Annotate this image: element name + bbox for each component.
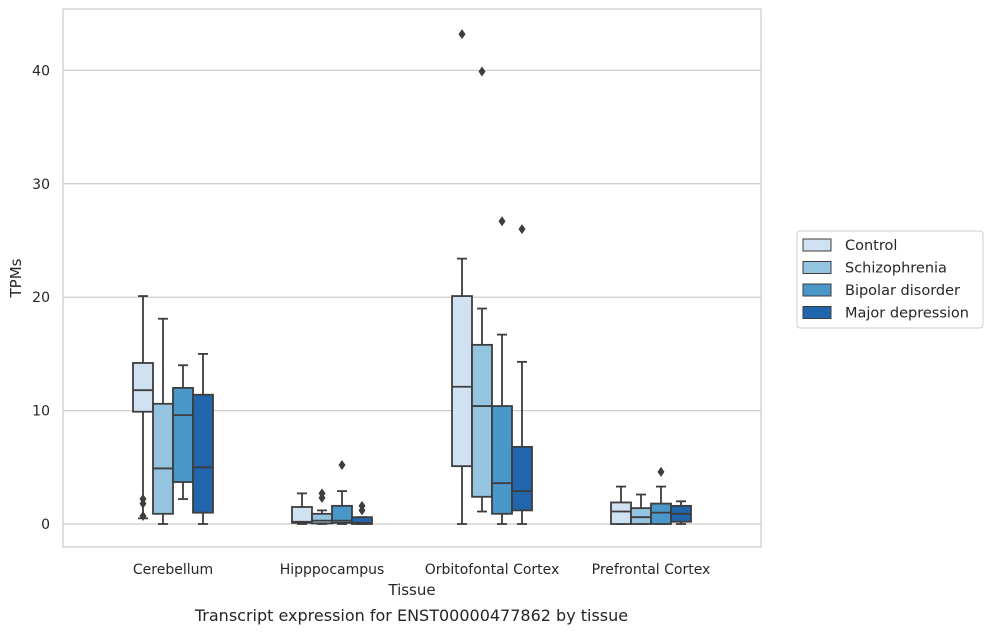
outlier-point bbox=[139, 498, 147, 509]
outlier-point bbox=[478, 66, 486, 77]
chart-caption: Transcript expression for ENST0000047786… bbox=[194, 606, 629, 625]
box-body bbox=[491, 405, 513, 515]
box-body bbox=[351, 516, 373, 525]
legend-swatch-schizophrenia bbox=[802, 261, 832, 274]
y-tick-label-30: 30 bbox=[32, 177, 50, 193]
outlier-point bbox=[358, 505, 366, 516]
box-series bbox=[132, 29, 692, 525]
box-body bbox=[451, 295, 473, 468]
legend-label-schizophrenia: Schizophrenia bbox=[845, 261, 947, 277]
box-body bbox=[331, 504, 353, 524]
box-bipolar-disorder-4 bbox=[650, 466, 672, 525]
box-schizophrenia-1 bbox=[152, 317, 174, 525]
outlier-point bbox=[498, 216, 506, 227]
x-axis-ticks: Cerebellum Hipppocampus Orbitofontal Corte… bbox=[133, 562, 710, 578]
box-body bbox=[471, 343, 493, 498]
y-axis-ticks: 0 10 20 30 40 bbox=[32, 63, 50, 533]
box-major-depression-3 bbox=[511, 224, 533, 525]
legend-label-control: Control bbox=[845, 238, 897, 254]
outlier-point bbox=[518, 224, 526, 235]
x-tick-label-prefrontal-cortex: Prefrontal Cortex bbox=[592, 562, 711, 578]
outlier-point bbox=[458, 29, 466, 40]
outlier-point bbox=[318, 492, 326, 503]
box-bipolar-disorder-1 bbox=[172, 364, 194, 500]
y-tick-label-10: 10 bbox=[32, 404, 50, 420]
box-body bbox=[192, 393, 214, 514]
box-body bbox=[650, 502, 672, 525]
box-body bbox=[511, 445, 533, 512]
box-body bbox=[630, 507, 652, 525]
box-body bbox=[152, 402, 174, 515]
box-major-depression-1 bbox=[192, 352, 214, 525]
box-body bbox=[311, 512, 333, 525]
box-body bbox=[291, 506, 313, 524]
outlier-point bbox=[657, 466, 665, 477]
x-tick-label-orbitofontal-cortex: Orbitofontal Cortex bbox=[425, 562, 560, 578]
y-tick-label-0: 0 bbox=[41, 517, 50, 533]
y-tick-label-40: 40 bbox=[32, 63, 50, 79]
box-bipolar-disorder-3 bbox=[491, 216, 513, 525]
legend-frame bbox=[796, 230, 984, 329]
outlier-point bbox=[139, 511, 147, 522]
x-tick-label-cerebellum: Cerebellum bbox=[133, 562, 213, 578]
box-control-1 bbox=[132, 295, 154, 522]
box-bipolar-disorder-2 bbox=[331, 460, 353, 525]
x-tick-label-hipppocampus: Hipppocampus bbox=[280, 562, 385, 578]
x-axis-label: Tissue bbox=[387, 581, 435, 599]
box-major-depression-2 bbox=[351, 500, 373, 525]
box-body bbox=[610, 501, 632, 525]
legend-swatch-bipolar-disorder bbox=[802, 283, 832, 297]
legend-label-bipolar-disorder: Bipolar disorder bbox=[845, 283, 960, 299]
box-control-2 bbox=[291, 492, 313, 525]
legend-swatch-major-depression bbox=[802, 306, 832, 319]
box-major-depression-4 bbox=[670, 500, 692, 525]
box-body bbox=[132, 362, 154, 413]
box-body bbox=[172, 387, 194, 483]
outlier-point bbox=[338, 460, 346, 471]
y-axis-label: TPMs bbox=[7, 258, 25, 298]
legend-swatch-control bbox=[802, 238, 832, 252]
legend: Control Schizophrenia Bipolar disorder Majo… bbox=[796, 230, 984, 329]
legend-label-major-depression: Major depression bbox=[845, 306, 969, 322]
y-tick-label-20: 20 bbox=[32, 290, 50, 306]
